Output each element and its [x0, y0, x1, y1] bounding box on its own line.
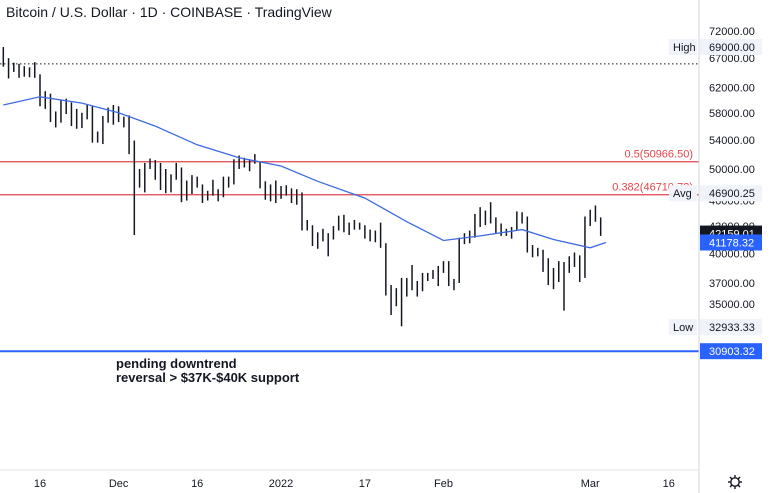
- price-tag-name: Low: [673, 322, 693, 334]
- x-tick-label: Mar: [581, 478, 600, 490]
- y-tick-label: 54000.00: [709, 135, 755, 147]
- chart-title: Bitcoin / U.S. Dollar · 1D · COINBASE · …: [6, 4, 333, 20]
- y-tick-label: 62000.00: [709, 83, 755, 95]
- price-tag-value: 30903.32: [709, 346, 755, 358]
- price-tag-box: [700, 39, 762, 55]
- x-tick-label: 16: [34, 478, 46, 490]
- x-tick-label: 17: [359, 478, 371, 490]
- price-tag-box: [700, 343, 762, 360]
- price-tag-box: [700, 234, 762, 251]
- price-tag-name-box: [669, 39, 697, 55]
- price-tag-value: 41178.32: [709, 237, 754, 249]
- price-tag-box: [700, 185, 762, 202]
- price-tag-value: 32933.33: [709, 322, 755, 334]
- y-tick-label: 67000.00: [709, 53, 755, 65]
- price-tags: 69000.00High46900.25Avg42159.0141178.323…: [669, 39, 762, 360]
- y-tick-label: 58000.00: [709, 108, 755, 120]
- annotation-line: pending downtrend: [116, 356, 237, 371]
- x-tick-label: Dec: [109, 478, 129, 490]
- gear-icon[interactable]: [728, 475, 742, 489]
- price-tag-name: High: [673, 42, 696, 54]
- y-tick-label: 40000.00: [709, 248, 755, 260]
- price-tag-value: 46900.25: [709, 188, 755, 200]
- x-tick-label: 2022: [269, 478, 293, 490]
- x-tick-label: 16: [191, 478, 203, 490]
- time-axis[interactable]: 16 Dec 16 2022 17 Feb Mar 16: [34, 478, 675, 490]
- price-tag-name-box: [669, 319, 697, 336]
- annotation-line: reversal > $37K-$40K support: [116, 370, 300, 385]
- fib-label-0.5: 0.5(50966.50): [625, 149, 694, 161]
- price-tag-value: 69000.00: [709, 42, 755, 54]
- y-tick-label: 50000.00: [709, 164, 755, 176]
- price-tag-name: Avg: [673, 188, 692, 200]
- price-axis[interactable]: 72000.00 67000.00 62000.00 58000.00 54000.00…: [709, 26, 755, 311]
- y-tick-label: 72000.00: [709, 26, 755, 38]
- y-tick-label: 35000.00: [709, 299, 755, 311]
- price-tag-name-box: [669, 185, 697, 202]
- y-tick-label: 37000.00: [709, 278, 755, 290]
- x-tick-label: 16: [663, 478, 675, 490]
- price-tag-box: [700, 319, 762, 336]
- price-bars: [2, 47, 602, 327]
- ma-line: [3, 96, 607, 249]
- moving-average: [3, 96, 607, 249]
- x-tick-label: Feb: [434, 478, 453, 490]
- reference-lines: [0, 63, 699, 353]
